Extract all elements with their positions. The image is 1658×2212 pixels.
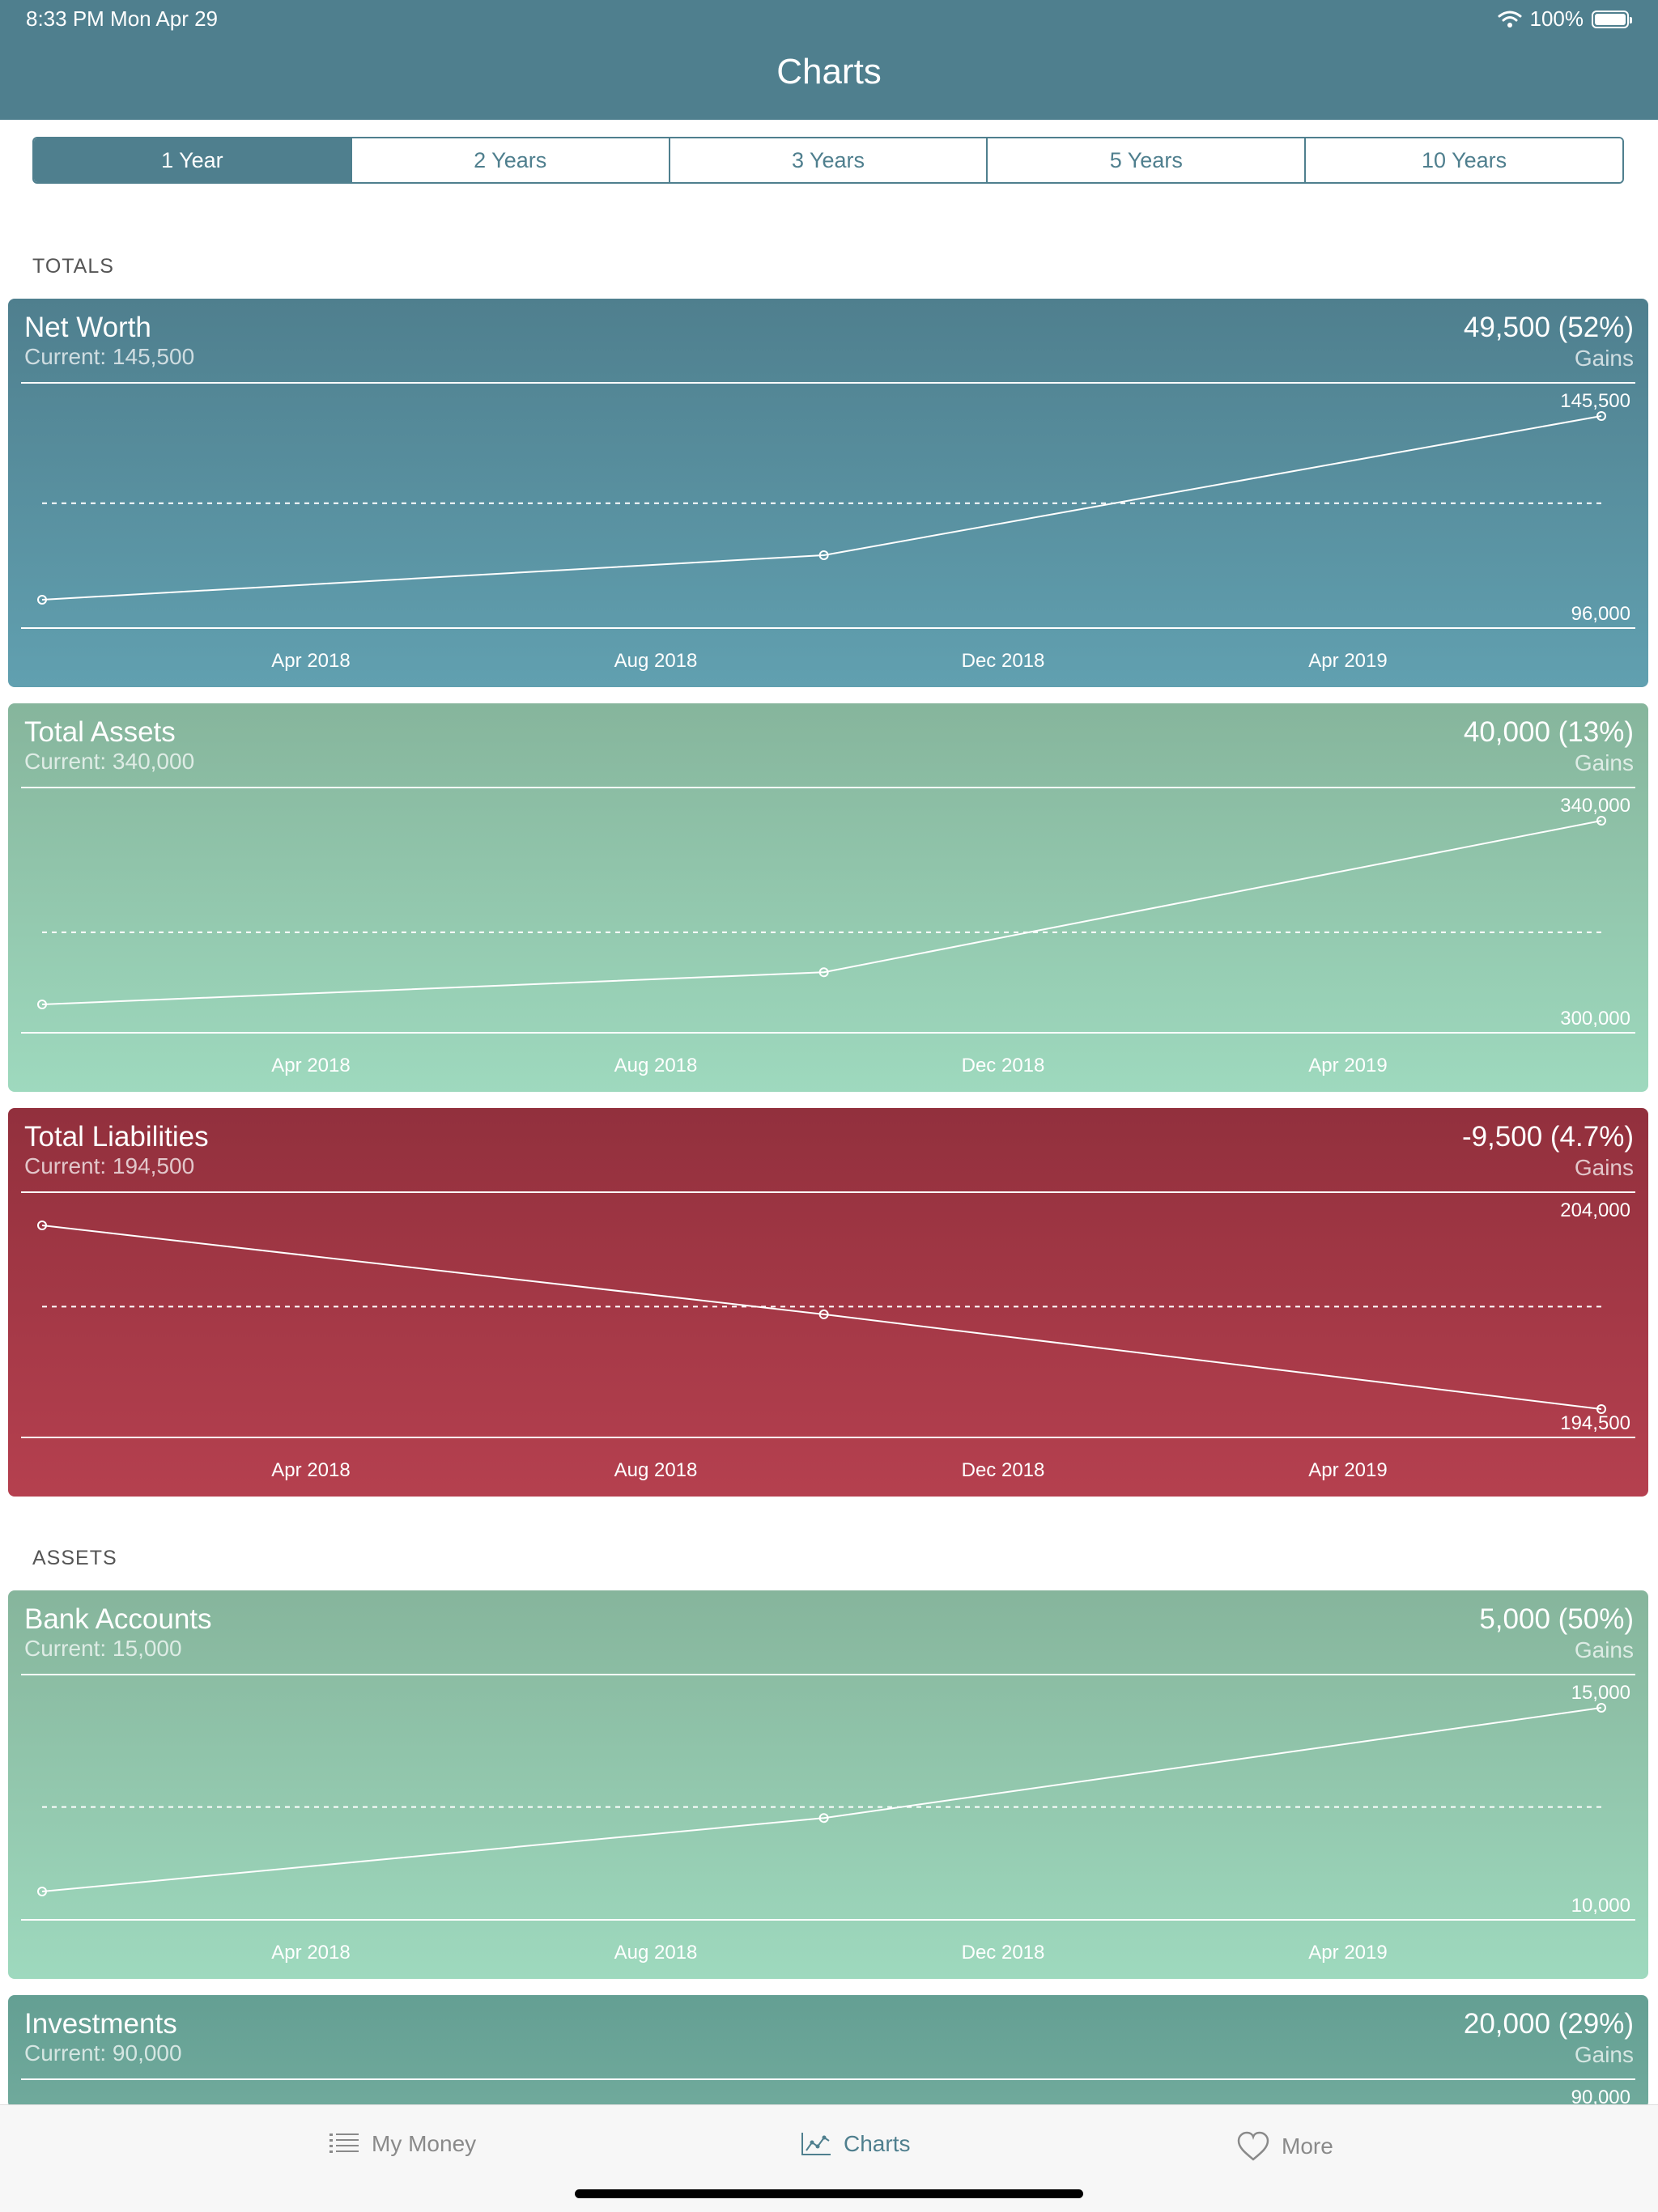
segment-2-years[interactable]: 2 Years <box>351 138 670 182</box>
card-gain-label: Gains <box>1574 2042 1634 2067</box>
x-tick-label: Apr 2018 <box>271 1055 350 1076</box>
line-chart: 15,000 10,000 Apr 2018 Aug 2018 Dec 2018… <box>21 1674 1635 1964</box>
chart-card-bank-accounts[interactable]: Bank Accounts Current: 15,000 5,000 (50%… <box>8 1590 1648 1979</box>
segment-5-years[interactable]: 5 Years <box>988 138 1307 182</box>
card-gain-label: Gains <box>1574 346 1634 371</box>
x-tick-label: Apr 2018 <box>271 650 350 672</box>
card-current-value: Current: 340,000 <box>24 749 195 774</box>
y-min-label: 300,000 <box>1560 1008 1630 1030</box>
x-tick-label: Aug 2018 <box>614 650 698 672</box>
card-current-value: Current: 194,500 <box>24 1153 195 1178</box>
segment-1-year[interactable]: 1 Year <box>34 138 352 182</box>
card-gain-label: Gains <box>1574 1155 1634 1180</box>
card-gain-label: Gains <box>1574 1637 1634 1662</box>
section-header-totals: TOTALS <box>32 255 114 278</box>
tab-my-money[interactable]: My Money <box>328 2131 476 2157</box>
line-chart: 145,500 96,000 Apr 2018 Aug 2018 Dec 201… <box>21 382 1635 672</box>
home-indicator <box>575 2189 1083 2198</box>
tab-label: More <box>1282 2133 1333 2159</box>
x-tick-label: Aug 2018 <box>614 1942 698 1964</box>
x-tick-label: Dec 2018 <box>962 1055 1045 1076</box>
segment-3-years[interactable]: 3 Years <box>670 138 988 182</box>
card-title: Net Worth <box>24 312 151 343</box>
y-min-label: 10,000 <box>1571 1895 1630 1917</box>
card-gain-value: 49,500 (52%) <box>1463 312 1634 343</box>
card-gain-value: -9,500 (4.7%) <box>1461 1121 1634 1153</box>
line-chart: 340,000 300,000 Apr 2018 Aug 2018 Dec 20… <box>21 787 1635 1076</box>
x-tick-label: Dec 2018 <box>962 1459 1045 1481</box>
data-point <box>37 1221 47 1230</box>
wifi-icon <box>1498 11 1521 28</box>
period-segmented-control: 1 Year 2 Years 3 Years 5 Years 10 Years <box>32 137 1624 184</box>
y-max-label: 145,500 <box>1560 390 1630 412</box>
x-tick-label: Dec 2018 <box>962 1942 1045 1964</box>
data-point <box>818 1813 829 1824</box>
y-min-label: 194,500 <box>1560 1412 1630 1434</box>
series-line <box>41 1707 1602 1892</box>
heart-icon <box>1237 2131 1269 2161</box>
x-tick-label: Dec 2018 <box>962 650 1045 672</box>
x-tick-label: Apr 2019 <box>1308 650 1387 672</box>
tab-label: My Money <box>372 2131 477 2156</box>
x-tick-label: Apr 2019 <box>1308 1459 1387 1481</box>
card-current-value: Current: 15,000 <box>24 1636 182 1661</box>
data-point <box>37 1000 47 1009</box>
data-point <box>37 1887 47 1896</box>
line-chart: 90,000 <box>21 2078 1635 2108</box>
card-gain-value: 40,000 (13%) <box>1463 716 1634 748</box>
section-header-assets: ASSETS <box>32 1547 117 1569</box>
tab-charts[interactable]: Charts <box>800 2131 910 2157</box>
line-chart: 204,000 194,500 Apr 2018 Aug 2018 Dec 20… <box>21 1191 1635 1481</box>
y-max-label: 204,000 <box>1560 1199 1630 1221</box>
y-min-label: 96,000 <box>1571 603 1630 625</box>
status-time: 8:33 PM Mon Apr 29 <box>26 6 219 31</box>
y-max-label: 15,000 <box>1571 1682 1630 1704</box>
card-title: Bank Accounts <box>24 1603 212 1635</box>
series-line <box>41 415 1602 601</box>
status-indicators: 100% <box>1498 6 1632 32</box>
data-point <box>1596 816 1606 826</box>
x-tick-label: Apr 2019 <box>1308 1055 1387 1076</box>
chart-card-investments[interactable]: Investments Current: 90,000 20,000 (29%)… <box>8 1995 1648 2108</box>
data-point <box>1596 1404 1606 1414</box>
tab-label: Charts <box>844 2131 911 2156</box>
chart-card-total-assets[interactable]: Total Assets Current: 340,000 40,000 (13… <box>8 703 1648 1092</box>
data-point <box>1596 411 1606 421</box>
data-point <box>37 595 47 605</box>
card-gain-value: 20,000 (29%) <box>1463 2008 1634 2040</box>
x-tick-label: Apr 2018 <box>271 1942 350 1964</box>
chart-card-net-worth[interactable]: Net Worth Current: 145,500 49,500 (52%) … <box>8 299 1648 687</box>
y-max-label: 340,000 <box>1560 795 1630 817</box>
series-line <box>41 820 1602 1005</box>
card-current-value: Current: 145,500 <box>24 344 195 369</box>
list-icon <box>329 2133 359 2153</box>
data-point <box>818 550 829 560</box>
x-tick-label: Aug 2018 <box>614 1055 698 1076</box>
series-line <box>41 1225 1602 1410</box>
card-gain-value: 5,000 (50%) <box>1479 1603 1634 1635</box>
chart-card-total-liabilities[interactable]: Total Liabilities Current: 194,500 -9,50… <box>8 1108 1648 1497</box>
card-title: Investments <box>24 2008 177 2040</box>
card-current-value: Current: 90,000 <box>24 2040 182 2066</box>
battery-icon <box>1592 10 1632 28</box>
segment-10-years[interactable]: 10 Years <box>1306 138 1622 182</box>
page-title: Charts <box>776 52 882 91</box>
tab-more[interactable]: More <box>1236 2131 1333 2162</box>
data-point <box>818 967 829 978</box>
card-gain-label: Gains <box>1574 750 1634 775</box>
chart-icon <box>801 2133 831 2155</box>
x-tick-label: Apr 2018 <box>271 1459 350 1481</box>
card-title: Total Liabilities <box>24 1121 209 1153</box>
navigation-header: 8:33 PM Mon Apr 29 100% Charts <box>0 0 1658 120</box>
data-point <box>1596 1703 1606 1713</box>
data-point <box>818 1309 829 1319</box>
battery-percent: 100% <box>1529 6 1584 31</box>
card-title: Total Assets <box>24 716 176 748</box>
x-tick-label: Apr 2019 <box>1308 1942 1387 1964</box>
x-tick-label: Aug 2018 <box>614 1459 698 1481</box>
